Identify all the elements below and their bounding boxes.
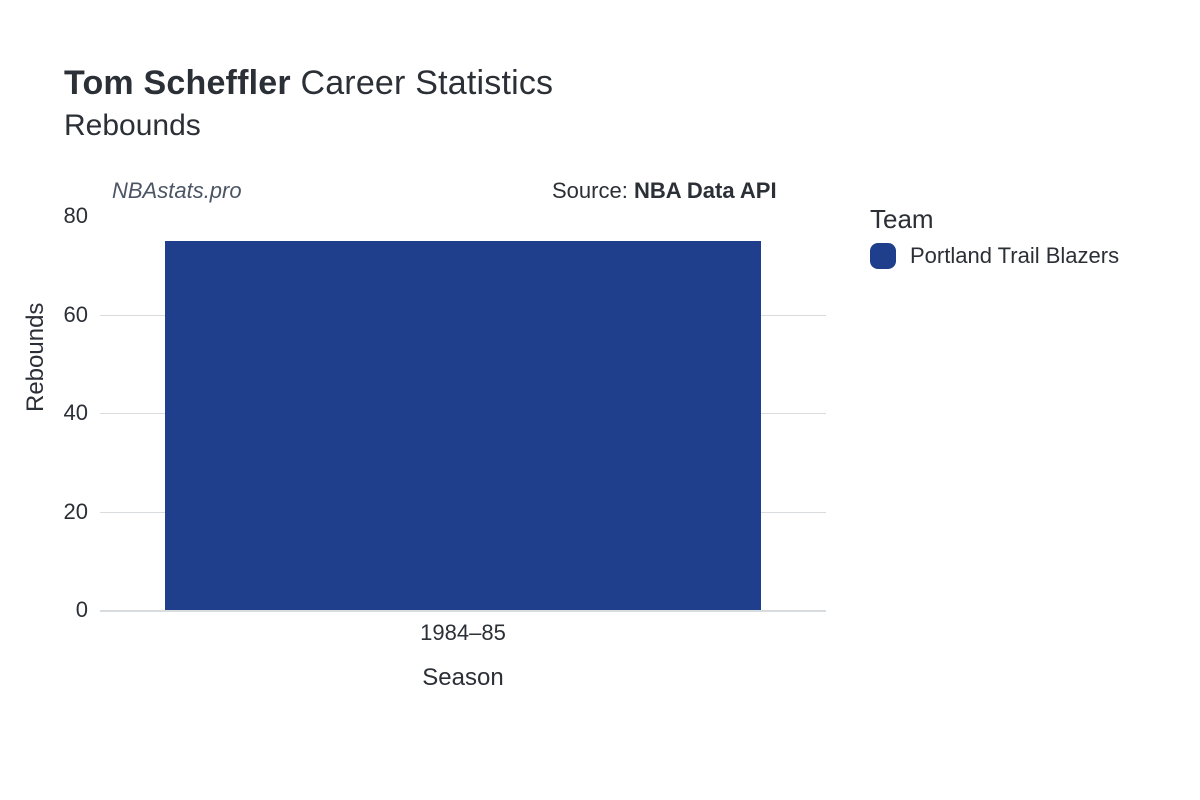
xtick-1984-85: 1984–85 [420, 620, 506, 646]
legend: Team Portland Trail Blazers [870, 204, 1160, 269]
legend-title: Team [870, 204, 1160, 235]
y-axis-label: Rebounds [22, 303, 50, 412]
title-player-name: Tom Scheffler [64, 64, 291, 102]
title-suffix: Career Statistics [291, 64, 553, 102]
legend-swatch [870, 243, 896, 269]
title-block: Tom Scheffler Career Statistics Rebounds [64, 64, 553, 143]
source-value: NBA Data API [634, 178, 777, 203]
ytick-0: 0 [38, 597, 88, 623]
chart-title: Tom Scheffler Career Statistics [64, 64, 553, 103]
plot-area: 0 20 40 60 80 1984–85 [100, 216, 826, 610]
source-attribution: Source: NBA Data API [552, 178, 777, 204]
chart-container: Tom Scheffler Career Statistics Rebounds… [0, 0, 1200, 800]
ytick-80: 80 [38, 203, 88, 229]
legend-label: Portland Trail Blazers [910, 243, 1119, 269]
bar-1984-85 [165, 241, 760, 610]
ytick-20: 20 [38, 499, 88, 525]
source-label: Source: [552, 178, 634, 203]
legend-item: Portland Trail Blazers [870, 243, 1160, 269]
chart-subtitle: Rebounds [64, 109, 553, 143]
watermark-text: NBAstats.pro [112, 178, 242, 204]
x-axis-label: Season [100, 664, 826, 692]
baseline [100, 610, 826, 612]
